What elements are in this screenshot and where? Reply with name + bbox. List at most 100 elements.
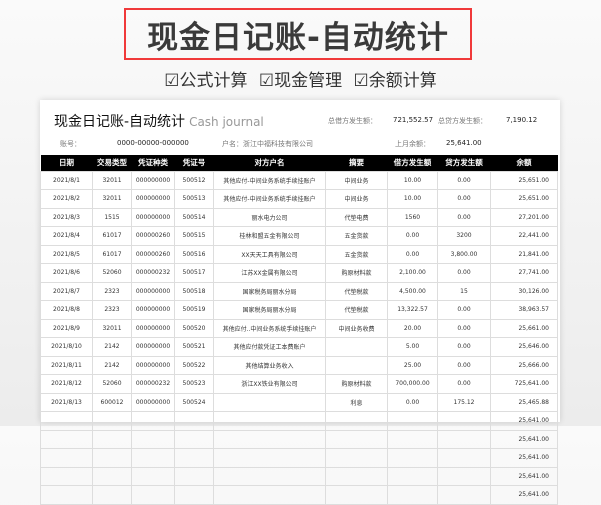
table-cell[interactable] (325, 355, 388, 375)
table-cell[interactable]: 江苏XX金属有限公司 (213, 263, 326, 283)
table-cell[interactable]: 2323 (92, 300, 132, 320)
table-cell[interactable]: 2021/8/5 (40, 244, 93, 264)
table-cell[interactable] (131, 485, 175, 505)
table-cell[interactable]: 175.12 (437, 392, 491, 412)
table-cell[interactable] (131, 429, 175, 449)
table-cell[interactable]: 725,641.00 (490, 374, 558, 394)
table-cell[interactable]: 五金货款 (325, 244, 388, 264)
table-cell[interactable]: 0.00 (437, 337, 491, 357)
table-cell[interactable]: 000000000 (131, 318, 175, 338)
table-cell[interactable]: 25.00 (387, 355, 438, 375)
table-cell[interactable]: 2021/8/1 (40, 170, 93, 190)
table-cell[interactable]: 500517 (174, 263, 214, 283)
table-cell[interactable]: 25,465.88 (490, 392, 558, 412)
table-cell[interactable]: 其他应付-中间业务系统手续挂账户 (213, 170, 326, 190)
table-cell[interactable]: 其他应付款凭证工本费账户 (213, 337, 326, 357)
table-cell[interactable]: 2323 (92, 281, 132, 301)
table-cell[interactable] (174, 448, 214, 468)
table-cell[interactable]: 1515 (92, 207, 132, 227)
table-cell[interactable]: 700,000.00 (387, 374, 438, 394)
table-cell[interactable]: 2021/8/11 (40, 355, 93, 375)
table-cell[interactable] (40, 411, 93, 431)
table-cell[interactable]: 10.00 (387, 170, 438, 190)
table-cell[interactable]: 2021/8/12 (40, 374, 93, 394)
table-cell[interactable]: 国家税务局丽水分局 (213, 300, 326, 320)
table-cell[interactable]: 38,963.57 (490, 300, 558, 320)
table-cell[interactable] (325, 429, 388, 449)
table-cell[interactable]: 000000232 (131, 374, 175, 394)
table-cell[interactable]: 2021/8/2 (40, 189, 93, 209)
table-cell[interactable]: 2142 (92, 355, 132, 375)
table-cell[interactable] (40, 448, 93, 468)
table-cell[interactable]: 000000000 (131, 337, 175, 357)
table-cell[interactable]: XX天天工具有限公司 (213, 244, 326, 264)
table-cell[interactable] (213, 429, 326, 449)
table-cell[interactable] (387, 485, 438, 505)
table-cell[interactable] (387, 466, 438, 486)
table-cell[interactable]: 0.00 (437, 207, 491, 227)
table-cell[interactable]: 2021/8/3 (40, 207, 93, 227)
table-cell[interactable]: 000000000 (131, 189, 175, 209)
table-cell[interactable]: 25,646.00 (490, 337, 558, 357)
table-cell[interactable]: 2021/8/6 (40, 263, 93, 283)
table-cell[interactable] (40, 466, 93, 486)
table-cell[interactable]: 32011 (92, 170, 132, 190)
table-cell[interactable] (92, 429, 132, 449)
table-cell[interactable] (325, 466, 388, 486)
table-cell[interactable]: 0.00 (437, 263, 491, 283)
table-cell[interactable]: 27,741.00 (490, 263, 558, 283)
table-cell[interactable]: 52060 (92, 374, 132, 394)
table-cell[interactable]: 000000000 (131, 207, 175, 227)
table-cell[interactable]: 10.00 (387, 189, 438, 209)
table-cell[interactable]: 0.00 (437, 355, 491, 375)
table-cell[interactable]: 2021/8/8 (40, 300, 93, 320)
table-cell[interactable]: 0.00 (437, 189, 491, 209)
table-cell[interactable]: 500512 (174, 170, 214, 190)
table-cell[interactable] (213, 448, 326, 468)
table-cell[interactable]: 000000232 (131, 263, 175, 283)
table-cell[interactable] (213, 485, 326, 505)
table-cell[interactable]: 25,641.00 (490, 429, 558, 449)
table-cell[interactable] (92, 411, 132, 431)
table-cell[interactable]: 20.00 (387, 318, 438, 338)
table-cell[interactable]: 000000260 (131, 226, 175, 246)
table-cell[interactable] (131, 448, 175, 468)
table-cell[interactable]: 购原材料款 (325, 263, 388, 283)
table-cell[interactable]: 0.00 (387, 244, 438, 264)
table-cell[interactable]: 2,100.00 (387, 263, 438, 283)
table-cell[interactable] (174, 411, 214, 431)
table-cell[interactable]: 4,500.00 (387, 281, 438, 301)
table-cell[interactable]: 27,201.00 (490, 207, 558, 227)
table-cell[interactable]: 购原材料款 (325, 374, 388, 394)
table-cell[interactable]: 22,441.00 (490, 226, 558, 246)
table-cell[interactable]: 代垫电费 (325, 207, 388, 227)
table-cell[interactable]: 2021/8/9 (40, 318, 93, 338)
table-cell[interactable]: 0.00 (437, 300, 491, 320)
table-cell[interactable]: 61017 (92, 244, 132, 264)
table-cell[interactable] (92, 448, 132, 468)
table-cell[interactable]: 国家税务局丽水分局 (213, 281, 326, 301)
table-cell[interactable]: 0.00 (437, 170, 491, 190)
table-cell[interactable]: 500519 (174, 300, 214, 320)
table-cell[interactable]: 25,641.00 (490, 466, 558, 486)
table-cell[interactable]: 3200 (437, 226, 491, 246)
table-cell[interactable] (213, 411, 326, 431)
table-cell[interactable]: 61017 (92, 226, 132, 246)
table-cell[interactable]: 500514 (174, 207, 214, 227)
table-cell[interactable]: 3,800.00 (437, 244, 491, 264)
table-cell[interactable]: 0.00 (437, 374, 491, 394)
table-cell[interactable] (40, 485, 93, 505)
table-cell[interactable] (437, 411, 491, 431)
table-cell[interactable]: 2142 (92, 337, 132, 357)
table-cell[interactable]: 代垫税款 (325, 300, 388, 320)
table-cell[interactable]: 25,641.00 (490, 411, 558, 431)
table-cell[interactable]: 500513 (174, 189, 214, 209)
table-cell[interactable]: 000000000 (131, 170, 175, 190)
table-cell[interactable]: 000000000 (131, 300, 175, 320)
table-cell[interactable] (174, 429, 214, 449)
table-cell[interactable]: 5.00 (387, 337, 438, 357)
table-cell[interactable]: 32011 (92, 189, 132, 209)
table-cell[interactable]: 000000000 (131, 355, 175, 375)
table-cell[interactable]: 中间业务收费 (325, 318, 388, 338)
table-cell[interactable] (213, 392, 326, 412)
